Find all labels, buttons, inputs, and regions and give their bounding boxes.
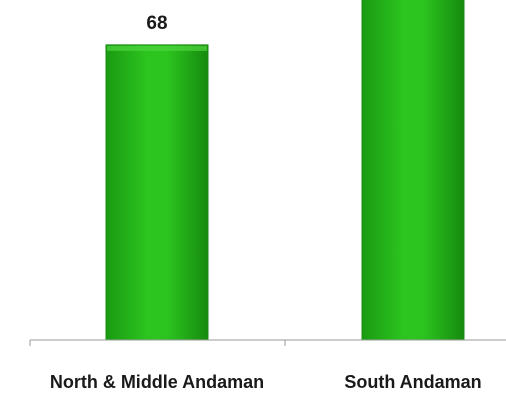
bar-0 [105,44,209,341]
x-tick-label: South Andaman [344,372,481,392]
bar-highlight [107,45,207,51]
bars-layer [105,0,465,341]
bar-1 [361,0,465,341]
x-tick-label: North & Middle Andaman [50,372,264,392]
data-label: 68 [146,13,167,34]
x-axis [29,339,506,346]
